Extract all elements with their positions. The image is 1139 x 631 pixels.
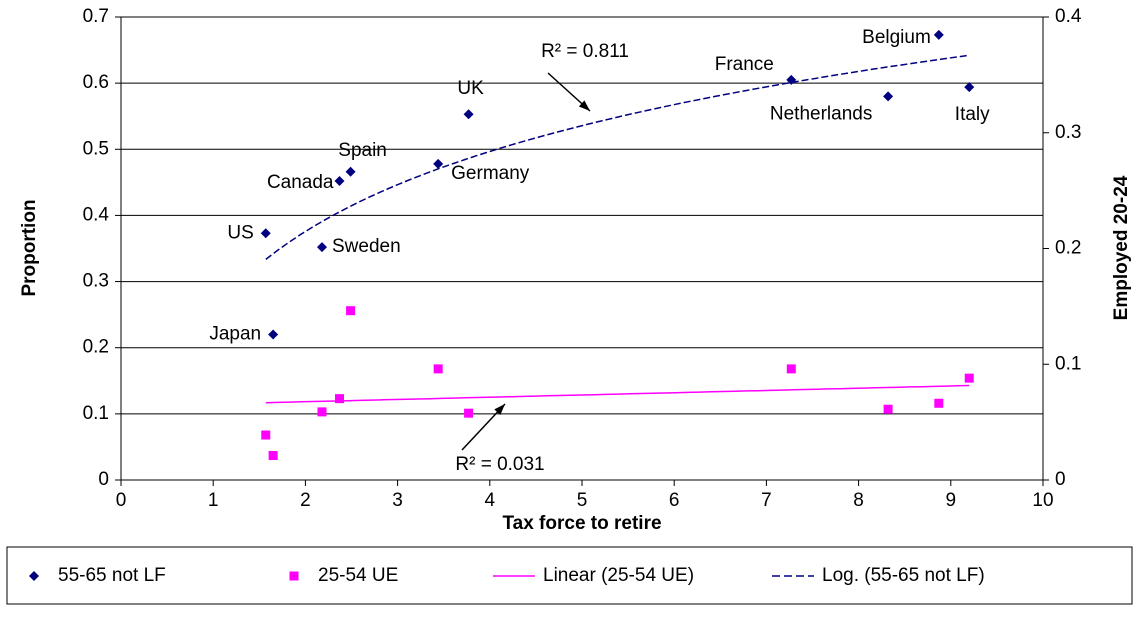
point-label: UK <box>457 78 484 99</box>
y-tick-label: 0.2 <box>83 337 109 358</box>
data-point <box>345 166 356 177</box>
x-tick-label: 8 <box>853 490 864 511</box>
data-point <box>268 451 278 461</box>
data-point <box>964 373 974 383</box>
y2-tick-label: 0.1 <box>1055 353 1081 374</box>
data-point <box>964 82 975 93</box>
data-point <box>883 91 894 102</box>
y-tick-label: 0 <box>98 469 109 490</box>
trendline-annotation: R² = 0.811 <box>541 41 629 62</box>
data-point <box>334 176 345 187</box>
x-tick-label: 7 <box>761 490 772 511</box>
data-point <box>316 242 327 253</box>
legend-box <box>6 546 1133 605</box>
y2-tick-label: 0.2 <box>1055 238 1081 259</box>
data-point <box>260 228 271 239</box>
point-label: Germany <box>451 163 530 184</box>
data-point <box>786 74 797 85</box>
legend-label: 55-65 not LF <box>58 565 166 586</box>
point-label: Canada <box>267 172 334 193</box>
data-point <box>261 430 271 440</box>
legend-label: Linear (25-54 UE) <box>543 565 694 586</box>
data-point <box>463 109 474 120</box>
legend-label: Log. (55-65 not LF) <box>822 565 985 586</box>
point-label: Spain <box>338 140 387 161</box>
y-tick-label: 0.5 <box>83 138 109 159</box>
y-tick-label: 0.6 <box>83 72 109 93</box>
data-point <box>317 407 327 417</box>
y2-axis-label: Employed 20-24 <box>1111 175 1132 320</box>
data-point <box>934 398 944 408</box>
data-point <box>933 29 944 40</box>
x-tick-label: 1 <box>208 490 219 511</box>
data-point <box>335 394 345 404</box>
x-tick-label: 3 <box>392 490 403 511</box>
annotation-arrowhead <box>578 100 590 111</box>
y2-tick-label: 0.4 <box>1055 6 1082 27</box>
point-label: US <box>227 222 253 243</box>
y2-tick-label: 0.3 <box>1055 122 1081 143</box>
y-axis-label: Proportion <box>19 199 40 296</box>
y2-tick-label: 0 <box>1055 469 1066 490</box>
point-label: Sweden <box>332 236 401 257</box>
data-point <box>883 404 893 414</box>
y-tick-label: 0.3 <box>83 271 109 292</box>
legend-label: 25-54 UE <box>318 565 398 586</box>
x-axis-label: Tax force to retire <box>502 513 661 534</box>
trendline-annotation: R² = 0.031 <box>455 454 544 475</box>
x-tick-label: 5 <box>577 490 588 511</box>
point-label: Netherlands <box>770 103 872 124</box>
trendline <box>265 54 970 260</box>
data-point <box>346 306 356 316</box>
x-tick-label: 6 <box>669 490 680 511</box>
plot-area <box>120 16 1044 481</box>
data-point <box>786 364 796 374</box>
point-label: France <box>715 54 774 75</box>
data-point <box>268 329 279 340</box>
trendline <box>265 384 970 404</box>
x-tick-label: 0 <box>116 490 127 511</box>
legend-marker <box>29 571 39 581</box>
y-tick-label: 0.7 <box>83 6 109 27</box>
x-tick-label: 2 <box>300 490 311 511</box>
legend-marker <box>289 571 299 581</box>
x-tick-label: 4 <box>485 490 496 511</box>
data-point <box>464 408 474 418</box>
point-label: Belgium <box>862 27 931 48</box>
x-tick-label: 9 <box>946 490 957 511</box>
x-tick-label: 10 <box>1032 490 1053 511</box>
y-tick-label: 0.4 <box>83 204 110 225</box>
annotation-arrowhead <box>494 404 505 416</box>
data-point <box>433 158 444 169</box>
data-point <box>433 364 443 374</box>
point-label: Japan <box>209 324 261 345</box>
point-label: Italy <box>955 104 990 125</box>
y-tick-label: 0.1 <box>83 403 109 424</box>
